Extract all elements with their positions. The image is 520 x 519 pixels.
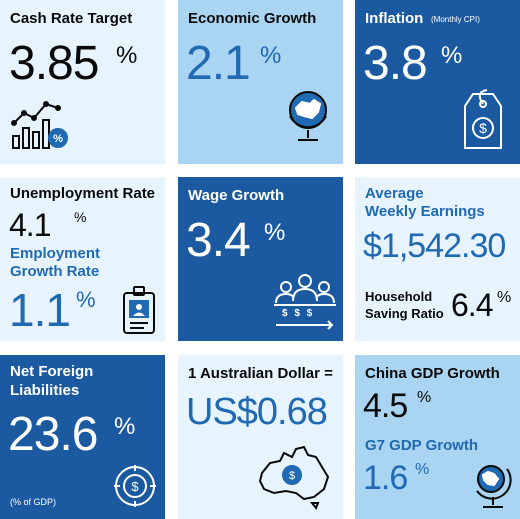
earnings-label-line2: Weekly Earnings	[365, 203, 485, 220]
svg-text:%: %	[53, 133, 63, 145]
liabilities-tile: Net Foreign Liabilities 23.6 % (% of GDP…	[0, 355, 165, 519]
wage-growth-tile: Wage Growth 3.4 % $ $ $	[178, 177, 343, 341]
saving-label-line2: Saving Ratio	[365, 306, 444, 321]
unemployment-unit: %	[74, 209, 87, 225]
china-gdp-value: 4.5	[363, 387, 408, 425]
aud-label: 1 Australian Dollar =	[188, 365, 333, 382]
cash-rate-unit: %	[116, 42, 138, 69]
globe-icon	[289, 91, 327, 141]
earnings-tile: Average Weekly Earnings $1,542.30 Househ…	[355, 177, 520, 341]
inflation-sublabel: (Monthly CPI)	[431, 15, 480, 24]
economic-growth-value: 2.1	[186, 37, 251, 90]
id-badge-icon	[123, 286, 155, 334]
china-gdp-tile: China GDP Growth 4.5 % G7 GDP Growth 1.6…	[355, 355, 520, 519]
wage-growth-label: Wage Growth	[188, 187, 285, 204]
inflation-value: 3.8	[363, 37, 428, 90]
liabilities-value: 23.6	[8, 408, 98, 461]
unemployment-label: Unemployment Rate	[10, 185, 156, 202]
g7-gdp-label: G7 GDP Growth	[365, 437, 479, 454]
liabilities-unit: %	[114, 413, 136, 440]
saving-value: 6.4	[451, 287, 493, 323]
economic-growth-tile: Economic Growth 2.1 %	[178, 0, 343, 164]
economic-growth-unit: %	[260, 42, 282, 69]
dollar-coin-icon: $	[114, 465, 156, 507]
australia-map-icon: $	[258, 445, 330, 510]
inflation-unit: %	[441, 42, 463, 69]
svg-text:$: $	[289, 470, 295, 482]
employment-value: 1.1	[9, 284, 71, 336]
employment-unit: %	[76, 287, 96, 312]
liabilities-label-line1: Net Foreign	[10, 363, 94, 380]
inflation-tile: Inflation (Monthly CPI) 3.8 % $	[355, 0, 520, 164]
svg-text:$: $	[479, 120, 487, 136]
g7-gdp-unit: %	[415, 461, 430, 478]
team-icon	[274, 274, 336, 330]
wage-dollars: $ $ $	[282, 308, 315, 319]
saving-unit: %	[497, 289, 512, 306]
china-gdp-label: China GDP Growth	[365, 365, 500, 382]
g7-gdp-value: 1.6	[363, 459, 408, 497]
aud-value: US$0.68	[186, 391, 328, 433]
bar-chart-icon: %	[11, 101, 68, 149]
earnings-label-line1: Average	[365, 185, 424, 202]
wage-growth-unit: %	[264, 219, 286, 246]
desk-globe-icon	[476, 465, 512, 508]
employment-label-line1: Employment	[10, 245, 101, 262]
svg-text:$: $	[131, 479, 139, 494]
aud-tile: 1 Australian Dollar = US$0.68 $	[178, 355, 343, 519]
cash-rate-label: Cash Rate Target	[10, 10, 133, 27]
earnings-value: $1,542.30	[363, 227, 506, 265]
saving-label-line1: Household	[365, 289, 433, 304]
liabilities-label-line2: Liabilities	[10, 382, 80, 399]
unemployment-tile: Unemployment Rate 4.1 % Employment Growt…	[0, 177, 165, 341]
inflation-label: Inflation	[365, 10, 424, 27]
price-tag-icon: $	[464, 89, 502, 149]
cash-rate-tile: Cash Rate Target 3.85 % %	[0, 0, 165, 164]
china-gdp-unit: %	[417, 389, 432, 406]
wage-growth-value: 3.4	[186, 214, 251, 267]
unemployment-value: 4.1	[9, 207, 51, 243]
economic-growth-label: Economic Growth	[188, 10, 317, 27]
employment-label-line2: Growth Rate	[10, 263, 100, 280]
cash-rate-value: 3.85	[9, 37, 99, 90]
liabilities-note: (% of GDP)	[10, 497, 57, 507]
